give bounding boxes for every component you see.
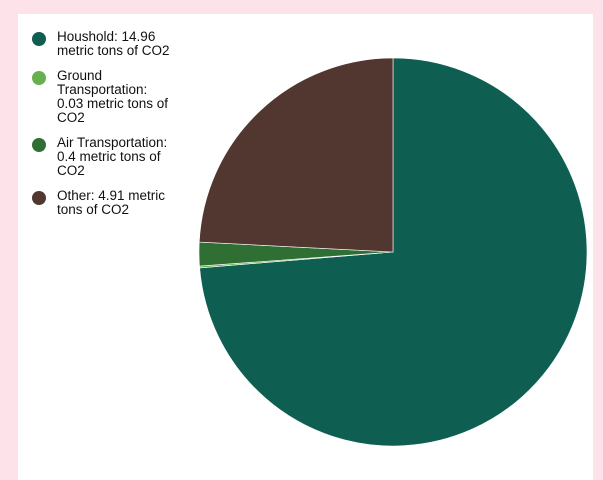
legend-swatch-ground-transportation [32,71,46,85]
legend-swatch-other [32,191,46,205]
pie-chart [198,57,588,447]
legend-swatch-air-transportation [32,138,46,152]
pie-slice-other [198,57,394,253]
legend-label-ground-transportation: Ground Transportation: 0.03 metric tons … [57,68,169,125]
legend-label-other: Other: 4.91 metric tons of CO2 [57,188,166,217]
legend-label-household: Houshold: 14.96 metric tons of CO2 [57,29,170,58]
legend-item-ground-transportation: Ground Transportation: 0.03 metric tons … [32,69,182,125]
legend-item-other: Other: 4.91 metric tons of CO2 [32,189,182,217]
legend-label-air-transportation: Air Transportation: 0.4 metric tons of C… [57,135,168,178]
legend-item-household: Houshold: 14.96 metric tons of CO2 [32,30,182,58]
chart-panel: Houshold: 14.96 metric tons of CO2 Groun… [18,14,593,480]
legend-item-air-transportation: Air Transportation: 0.4 metric tons of C… [32,136,182,178]
chart-legend: Houshold: 14.96 metric tons of CO2 Groun… [32,30,182,228]
legend-swatch-household [32,32,46,46]
